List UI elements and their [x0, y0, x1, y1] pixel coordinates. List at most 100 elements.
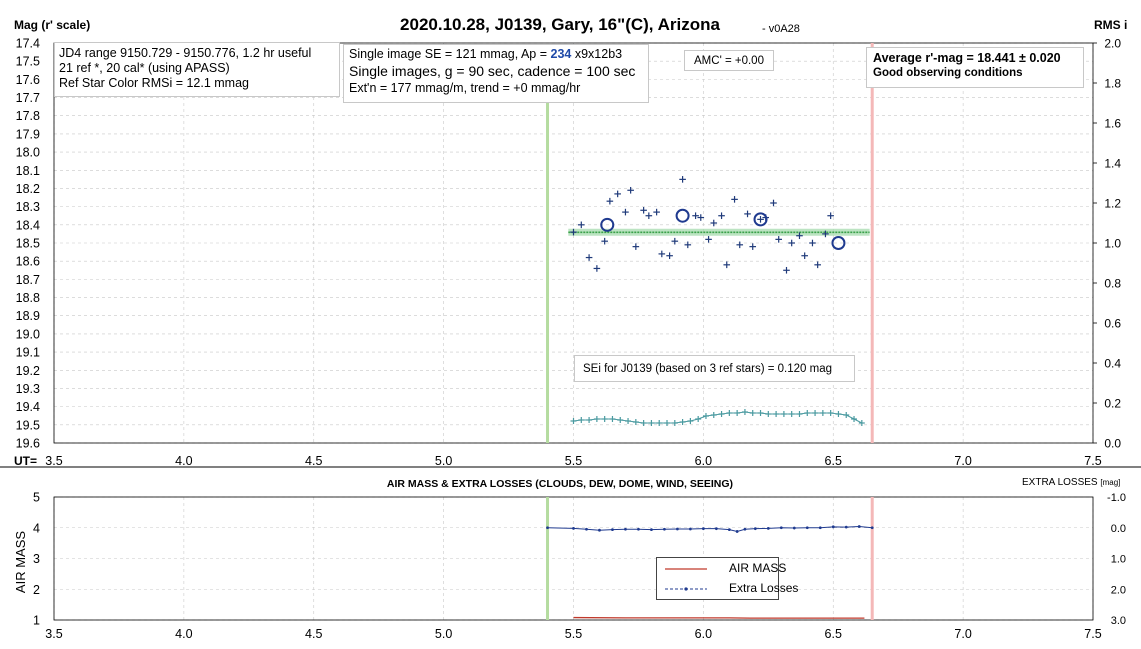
- info-box-range: JD4 range 9150.729 - 9150.776, 1.2 hr us…: [54, 42, 340, 97]
- extra-losses-point: [650, 528, 653, 531]
- mag-data-point: [640, 206, 647, 214]
- extra-losses-point: [805, 526, 809, 530]
- mag-data-point: [684, 241, 692, 249]
- extra-losses-point: [572, 526, 575, 530]
- mag-data-point: [585, 254, 593, 261]
- version-label: - v0A28: [762, 23, 800, 35]
- rms-data-point: [656, 420, 663, 426]
- bottom-x-tick-label: 5.5: [565, 627, 582, 641]
- x-axis-label: UT=: [14, 454, 37, 468]
- bottom-legend: AIR MASS Extra Losses: [656, 557, 798, 600]
- rms-data-point: [843, 412, 850, 418]
- rms-data-point: [710, 412, 717, 418]
- top-x-tick-label: 6.5: [825, 454, 842, 468]
- mag-data-point: [679, 176, 686, 183]
- info-extinction-line: Ext'n = 177 mmag/m, trend = +0 mmag/hr: [349, 81, 581, 95]
- top-x-tick-label: 6.0: [695, 454, 712, 468]
- rms-data-point: [858, 420, 865, 426]
- mag-data-point: [697, 214, 705, 221]
- extra-losses-point: [844, 525, 848, 529]
- average-mag-box: Average r'-mag = 18.441 ± 0.020 Good obs…: [866, 47, 1084, 88]
- top-y-tick-label: 18.8: [16, 291, 40, 305]
- info-single-images-line: Single images, g = 90 sec, cadence = 100…: [349, 63, 636, 79]
- top-y-tick-label: 18.1: [16, 164, 40, 178]
- mag-data-point: [731, 196, 738, 203]
- bottom-x-tick-label: 5.0: [435, 627, 452, 641]
- mag-data-point: [666, 252, 673, 260]
- mag-average-circle: [831, 236, 846, 250]
- bottom-x-tick-label: 7.5: [1084, 627, 1101, 641]
- mag-average-circle: [675, 208, 690, 223]
- top-y-tick-label: 18.7: [16, 273, 40, 287]
- bottom-y2-axis-label: EXTRA LOSSES [mag]: [1022, 477, 1120, 488]
- top-y2-tick-label: 0.0: [1104, 437, 1121, 451]
- top-y2-tick-label: 0.2: [1104, 397, 1121, 411]
- extra-losses-point: [779, 526, 783, 530]
- mag-data-point: [671, 237, 679, 245]
- mag-data-point: [632, 243, 640, 250]
- rms-data-point: [632, 419, 639, 425]
- rms-data-point: [741, 409, 748, 415]
- mag-average-circle: [600, 217, 615, 232]
- mag-data-point: [577, 221, 585, 229]
- bottom-y-tick-label: 1: [33, 614, 40, 628]
- rms-data-point: [625, 418, 632, 424]
- top-y2-tick-label: 1.8: [1104, 77, 1121, 91]
- top-y-tick-label: 19.2: [16, 364, 40, 378]
- mag-data-point: [570, 228, 577, 236]
- airmass-line: [573, 616, 865, 619]
- mag-data-point: [593, 265, 601, 272]
- top-y-tick-label: 19.3: [16, 382, 40, 396]
- top-y-tick-label: 18.0: [16, 146, 40, 160]
- aperture-value: 234: [550, 47, 572, 61]
- top-y2-tick-label: 1.2: [1104, 197, 1121, 211]
- rms-data-point: [765, 411, 772, 417]
- top-y-tick-label: 18.3: [16, 200, 40, 214]
- top-x-tick-label: 7.5: [1084, 454, 1101, 468]
- mag-data-point: [801, 252, 808, 260]
- rms-data-point: [687, 418, 694, 424]
- rms-data-point: [788, 411, 795, 417]
- legend-extra-label: Extra Losses: [729, 581, 799, 595]
- bottom-y-tick-label: 2: [33, 583, 40, 597]
- rms-data-point: [664, 420, 671, 426]
- top-y-tick-label: 17.7: [16, 91, 40, 105]
- extra-losses-point: [766, 526, 770, 530]
- info-range-line: JD4 range 9150.729 - 9150.776, 1.2 hr us…: [59, 46, 312, 60]
- info-box-single-image: Single image SE = 121 mmag, Ap = 234 x9x…: [343, 44, 649, 103]
- rms-data-point: [812, 410, 819, 416]
- rms-data-point: [570, 418, 577, 424]
- top-y-tick-label: 18.5: [16, 237, 40, 251]
- average-mag-value: Average r'-mag = 18.441 ± 0.020: [873, 51, 1061, 65]
- y-axis-label-left: Mag (r' scale): [14, 18, 90, 32]
- rms-series-line: [573, 411, 863, 424]
- mag-data-point: [705, 236, 712, 243]
- bottom-y-tick-label: 3: [33, 552, 40, 566]
- extra-losses-point: [637, 527, 640, 531]
- mag-data-point: [827, 212, 834, 220]
- rms-data-point: [648, 420, 655, 426]
- bottom-x-tick-label: 7.0: [954, 627, 971, 641]
- legend-airmass-label: AIR MASS: [729, 561, 787, 575]
- top-x-tick-label: 4.0: [175, 454, 192, 468]
- bottom-y-axis-label: AIR MASS: [13, 531, 28, 593]
- rms-data-point: [773, 411, 780, 417]
- mag-data-point: [796, 232, 803, 240]
- rms-data-point: [780, 411, 787, 417]
- top-y2-tick-label: 0.6: [1104, 317, 1121, 331]
- top-y2-tick-label: 1.6: [1104, 117, 1121, 131]
- top-y-tick-label: 19.0: [16, 327, 40, 341]
- rms-data-point: [819, 410, 826, 416]
- mag-data-point: [723, 261, 731, 269]
- top-x-tick-label: 5.5: [565, 454, 582, 468]
- mag-data-point: [749, 243, 757, 250]
- rms-data-point: [702, 413, 709, 419]
- legend-swatches: [665, 568, 707, 591]
- bottom-x-tick-label: 6.5: [825, 627, 842, 641]
- rms-data-point: [593, 416, 600, 422]
- mag-data-point: [770, 199, 777, 207]
- top-x-tick-label: 4.5: [305, 454, 322, 468]
- extra-losses-point: [857, 525, 861, 528]
- rms-data-point: [734, 410, 741, 416]
